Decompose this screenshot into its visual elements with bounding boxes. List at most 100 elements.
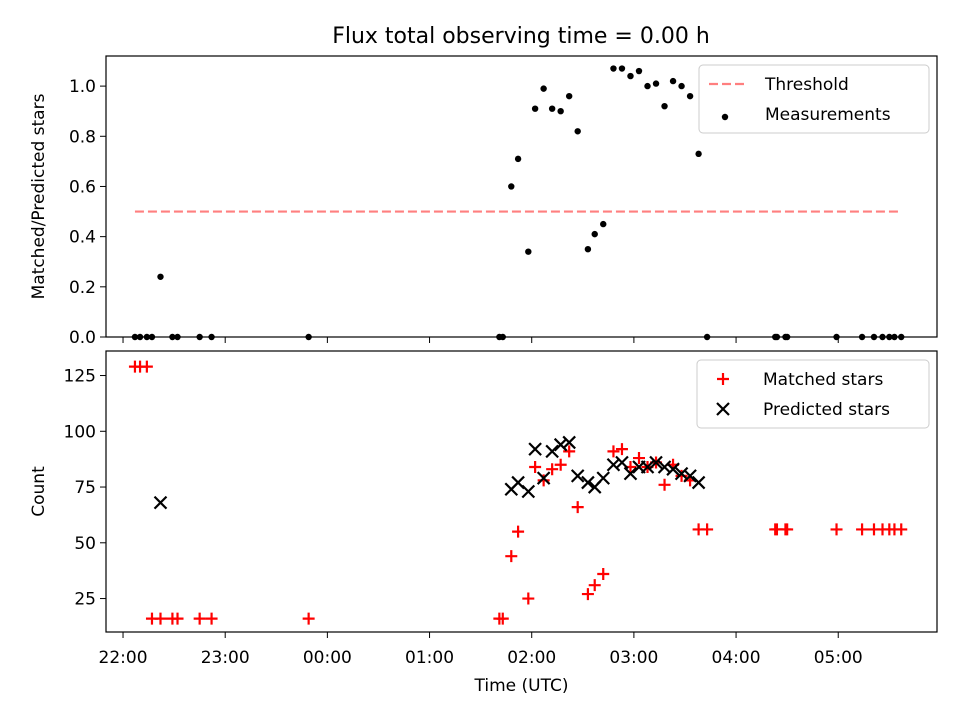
y-tick-label: 1.0 — [69, 77, 96, 97]
matched-star-point — [781, 523, 794, 536]
measurement-point — [508, 183, 515, 190]
y-tick-label: 25 — [74, 590, 96, 610]
matched-star-point — [529, 460, 542, 473]
measurement-point — [686, 92, 694, 100]
matched-star-point — [830, 523, 843, 536]
matched-star-point — [140, 360, 153, 373]
measurement-point — [525, 248, 532, 255]
predicted-star-point — [553, 437, 568, 452]
matched-star-point — [675, 469, 688, 482]
matched-star-point — [496, 612, 509, 625]
measurement-point — [531, 105, 539, 112]
y-tick-label: 125 — [64, 367, 96, 387]
measurement-point — [565, 92, 573, 100]
predicted-star-point — [615, 455, 629, 470]
matched-star-point — [171, 612, 184, 625]
matched-star-point — [193, 612, 206, 625]
measurement-point — [557, 107, 564, 115]
measurement-point — [600, 220, 607, 228]
matched-star-point — [537, 474, 550, 487]
matched-star-point — [588, 579, 601, 592]
matched-star-point — [554, 458, 567, 471]
matched-star-point — [701, 523, 714, 536]
predicted-star-point — [581, 475, 595, 490]
matched-star-point — [546, 463, 559, 476]
matched-star-point — [302, 612, 315, 625]
legend-measurement-swatch — [721, 113, 729, 121]
predicted-star-point — [657, 460, 672, 474]
x-tick-label: 22:00 — [99, 648, 148, 668]
measurement-point — [584, 245, 592, 253]
measurement-point — [548, 105, 556, 112]
x-tick-label: 02:00 — [507, 648, 556, 668]
chart-title: Flux total observing time = 0.00 h — [332, 24, 710, 49]
matched-star-point — [571, 501, 584, 514]
x-tick-label: 23:00 — [201, 648, 250, 668]
matched-star-point — [615, 443, 628, 456]
series-predicted-stars — [153, 435, 706, 510]
measurement-point — [652, 80, 660, 87]
y-tick-label: 50 — [74, 534, 96, 554]
measurement-point — [635, 67, 643, 75]
y-tick-label: 0.4 — [69, 228, 96, 248]
predicted-star-point — [666, 462, 680, 476]
matched-star-point — [597, 568, 610, 581]
legend-box — [696, 359, 930, 429]
matched-star-point — [205, 612, 218, 625]
matched-star-point — [632, 452, 645, 465]
y-tick-label: 0.8 — [69, 127, 96, 147]
predicted-star-point — [153, 495, 168, 510]
measurement-point — [627, 72, 634, 80]
legend: Threshold Measurements — [698, 64, 930, 134]
measurement-point — [669, 77, 677, 85]
predicted-star-point — [691, 475, 706, 490]
matched-star-point — [563, 445, 576, 458]
matched-star-point — [658, 478, 671, 491]
y-tick-label: 0.6 — [69, 177, 96, 197]
y-tick-label: 0.0 — [69, 328, 96, 348]
matched-star-point — [856, 523, 869, 536]
measurement-point — [574, 128, 581, 135]
legend-predicted-swatch — [716, 402, 730, 416]
measurement-point — [540, 85, 547, 92]
measurement-point — [157, 273, 164, 280]
legend-label: Matched stars — [763, 370, 883, 390]
bottom-panel: 25 50 75 100 125 22:00 23:00 00:00 01:00 02:00 03:… — [29, 350, 938, 696]
matched-star-point — [512, 525, 525, 538]
plot-frame — [105, 55, 938, 338]
measurement-point — [644, 82, 651, 90]
predicted-star-point — [528, 442, 542, 456]
predicted-star-point — [536, 471, 551, 485]
predicted-star-point — [562, 435, 576, 450]
predicted-star-point — [521, 484, 536, 499]
matched-star-point — [895, 523, 908, 536]
x-tick-label: 01:00 — [405, 648, 454, 668]
y-tick-label: 0.2 — [69, 278, 96, 298]
predicted-star-point — [623, 466, 638, 481]
x-tick-label: 04:00 — [712, 648, 761, 668]
plot-frame — [105, 350, 938, 633]
legend-label: Threshold — [764, 75, 849, 95]
legend-box — [698, 64, 930, 134]
measurement-point — [695, 150, 702, 158]
y-tick-label: 100 — [64, 422, 96, 442]
y-tick-label: 75 — [74, 478, 96, 498]
x-tick-label: 03:00 — [609, 648, 658, 668]
y-axis-label: Count — [29, 466, 49, 517]
legend-label: Measurements — [765, 105, 891, 125]
x-axis-label: Time (UTC) — [474, 676, 569, 696]
x-tick-label: 00:00 — [303, 648, 352, 668]
predicted-star-point — [640, 460, 655, 474]
measurement-point — [661, 102, 668, 110]
predicted-star-point — [606, 457, 621, 472]
legend-label: Predicted stars — [763, 400, 890, 420]
predicted-star-point — [683, 469, 697, 483]
predicted-star-point — [674, 466, 689, 481]
measurement-point — [591, 230, 598, 238]
x-tick-label: 05:00 — [814, 648, 863, 668]
matched-star-point — [581, 588, 594, 601]
y-axis-label: Matched/Predicted stars — [29, 93, 49, 299]
predicted-star-point — [596, 471, 611, 485]
predicted-star-point — [649, 455, 663, 470]
